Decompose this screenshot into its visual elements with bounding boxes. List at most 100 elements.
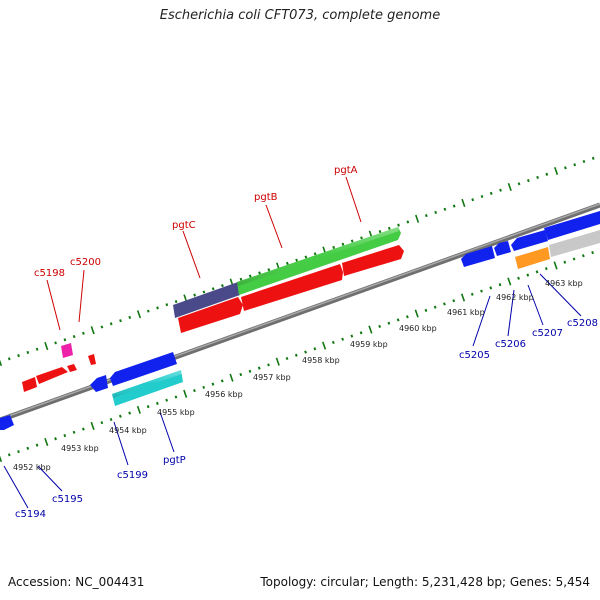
minor-tick (128, 411, 132, 415)
page-title: Escherichia coli CFT073, complete genome (159, 8, 441, 23)
minor-tick (350, 334, 354, 338)
topology-text: Topology: circular; Length: 5,231,428 bp… (260, 575, 590, 589)
minor-tick (119, 319, 122, 323)
minor-tick (35, 347, 39, 351)
minor-tick (452, 204, 456, 208)
minor-tick (295, 258, 298, 262)
minor-tick (582, 159, 586, 164)
gene-c5206-arrow[interactable] (494, 241, 511, 256)
gene-orange-bar[interactable] (515, 247, 550, 269)
minor-tick (424, 214, 428, 218)
gene-c5194-arrow[interactable] (0, 415, 14, 430)
minor-tick (267, 363, 270, 367)
minor-tick (535, 270, 539, 274)
minor-tick (109, 417, 113, 422)
minor-tick (480, 289, 483, 293)
ruler-label: 4961 kbp (447, 308, 485, 317)
gene-c5198-arrow[interactable] (22, 377, 37, 392)
gene-label-c5200[interactable]: c5200 (70, 257, 101, 268)
major-tick (275, 357, 280, 366)
major-tick (507, 182, 512, 192)
minor-tick (239, 277, 243, 281)
gene-gray-bar[interactable] (549, 230, 600, 257)
gene-c5207-arrow[interactable] (511, 230, 548, 251)
minor-tick (26, 446, 30, 450)
gene-pgtA-arrow[interactable] (342, 245, 404, 276)
gene-red-forward-1-arrow[interactable] (178, 297, 243, 333)
major-tick (44, 437, 49, 446)
accession-text: Accession: NC_004431 (8, 575, 145, 589)
gene-label-c5195[interactable]: c5195 (52, 494, 83, 505)
major-tick (368, 325, 373, 334)
major-tick (0, 359, 3, 367)
ruler-labels: 4952 kbp 4953 kbp 4954 kbp 4955 kbp 4956… (13, 279, 583, 472)
minor-tick (100, 421, 104, 425)
minor-tick (72, 430, 76, 434)
gene-label-pgtP[interactable]: pgtP (163, 455, 186, 466)
minor-tick (193, 389, 196, 393)
reverse-gene-labels: c5194 c5195 c5199 pgtP c5205 c5206 c5207… (15, 318, 598, 520)
ruler-label: 4953 kbp (61, 444, 99, 453)
gene-label-c5198[interactable]: c5198 (34, 268, 65, 279)
minor-tick (526, 273, 530, 277)
gene-pgtC-bar[interactable] (173, 282, 240, 318)
gene-label-pgtA[interactable]: pgtA (334, 165, 358, 176)
ruler-label: 4952 kbp (13, 463, 51, 472)
minor-tick (360, 236, 363, 240)
minor-tick (202, 290, 206, 294)
minor-tick (443, 207, 447, 211)
gene-c5200-arrow[interactable] (61, 343, 73, 358)
gene-pgtP-bar[interactable] (112, 370, 183, 406)
gene-c5199-arrow[interactable] (110, 352, 177, 386)
ruler-label: 4963 kbp (545, 279, 583, 288)
minor-tick (165, 398, 169, 402)
minor-tick (165, 303, 169, 307)
gene-label-pgtC[interactable]: pgtC (172, 220, 196, 231)
gene-small-2-arrow[interactable] (88, 354, 96, 365)
minor-tick (118, 414, 122, 418)
major-tick (136, 310, 142, 319)
minor-tick (331, 340, 335, 345)
minor-tick (545, 172, 549, 176)
ruler-label: 4954 kbp (109, 426, 147, 435)
gene-pgtB-arrow[interactable] (237, 227, 401, 295)
gene-red-forward-2-arrow[interactable] (241, 264, 343, 311)
minor-tick (443, 302, 446, 306)
minor-tick (313, 252, 317, 256)
gene-features (0, 211, 600, 430)
ruler-label: 4958 kbp (302, 356, 340, 365)
gene-label-c5206[interactable]: c5206 (495, 339, 526, 350)
major-tick (44, 342, 49, 351)
minor-tick (359, 331, 363, 335)
gene-label-c5208[interactable]: c5208 (567, 318, 598, 329)
minor-tick (294, 353, 298, 357)
minor-tick (526, 179, 530, 183)
ruler-label: 4962 kbp (496, 293, 534, 302)
gene-c5197-arrow[interactable] (36, 367, 68, 384)
minor-tick (544, 267, 548, 271)
minor-tick (82, 331, 85, 335)
major-tick (136, 405, 141, 414)
gene-c5205-arrow[interactable] (461, 246, 495, 267)
minor-tick (341, 242, 345, 246)
gene-small-blue-arrow[interactable] (90, 375, 108, 392)
major-tick (183, 389, 188, 398)
minor-tick (202, 385, 206, 389)
gene-small-1-arrow[interactable] (67, 364, 77, 372)
gene-label-pgtB[interactable]: pgtB (254, 192, 278, 203)
minor-tick (248, 369, 252, 373)
ruler-label: 4959 kbp (350, 340, 388, 349)
outer-tick-ring (0, 156, 595, 367)
gene-label-c5207[interactable]: c5207 (532, 328, 563, 339)
gene-label-c5199[interactable]: c5199 (117, 470, 148, 481)
inner-tick-ring (0, 250, 594, 463)
minor-tick (378, 229, 382, 234)
gene-c5208-arrow[interactable] (544, 211, 600, 240)
minor-tick (211, 382, 215, 386)
minor-tick (517, 276, 520, 280)
major-tick (414, 309, 419, 318)
major-tick (90, 326, 95, 335)
minor-tick (239, 372, 243, 377)
gene-label-c5194[interactable]: c5194 (15, 509, 46, 520)
gene-label-c5205[interactable]: c5205 (459, 350, 490, 361)
